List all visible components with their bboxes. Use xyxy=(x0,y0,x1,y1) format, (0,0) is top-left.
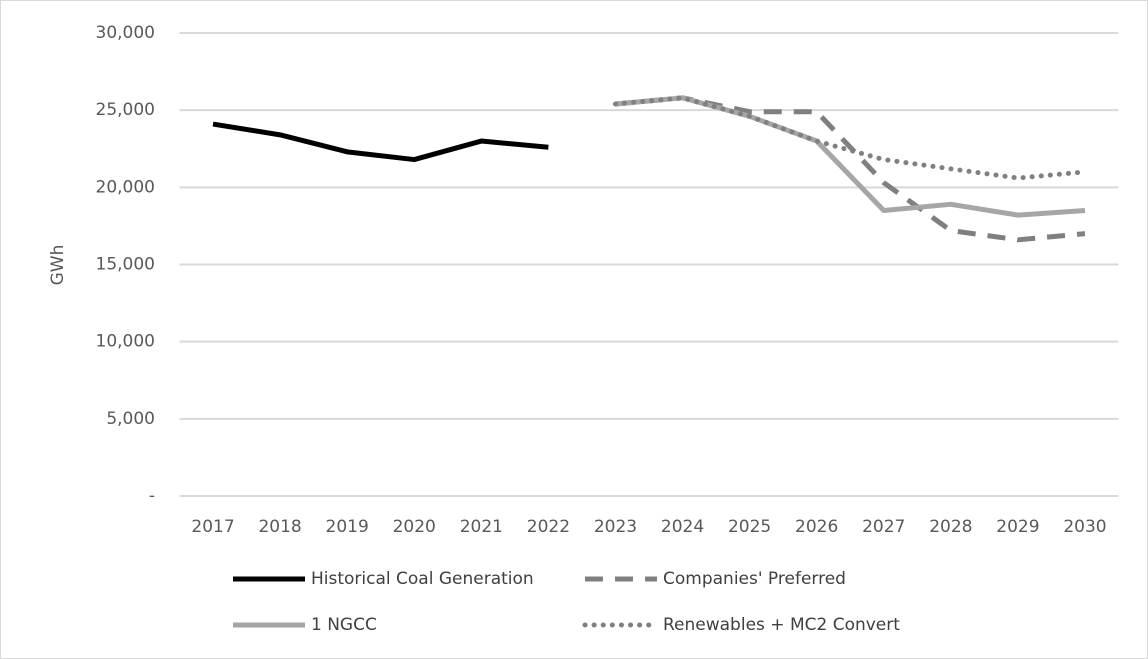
x-tick-label: 2020 xyxy=(393,517,436,537)
x-tick-label: 2017 xyxy=(191,517,234,537)
x-tick-label: 2029 xyxy=(996,517,1039,537)
x-tick-label: 2018 xyxy=(258,517,301,537)
series-line xyxy=(615,95,1086,243)
legend-label: Historical Coal Generation xyxy=(311,569,534,589)
x-tick-label: 2026 xyxy=(795,517,838,537)
x-tick-label: 2025 xyxy=(728,517,771,537)
x-tick-label: 2028 xyxy=(929,517,972,537)
y-tick-label: 30,000 xyxy=(96,23,155,43)
y-tick-label: - xyxy=(149,486,155,506)
legend: Historical Coal Generation Companies' Pre… xyxy=(233,569,900,635)
y-tick-label: 25,000 xyxy=(96,100,155,120)
y-axis-label: GWh xyxy=(48,245,68,286)
y-tick-label: 10,000 xyxy=(96,332,155,352)
legend-label: 1 NGCC xyxy=(311,615,377,635)
series-line xyxy=(212,121,549,163)
y-tick-label: 5,000 xyxy=(106,409,155,429)
x-tick-label: 2021 xyxy=(460,517,503,537)
x-tick-label: 2027 xyxy=(862,517,905,537)
y-tick-label: 20,000 xyxy=(96,177,155,197)
legend-label: Renewables + MC2 Convert xyxy=(663,615,900,635)
x-tick-label: 2023 xyxy=(594,517,637,537)
x-tick-label: 2030 xyxy=(1063,517,1106,537)
series-line xyxy=(615,95,1086,218)
x-tick-label: 2022 xyxy=(527,517,570,537)
legend-label: Companies' Preferred xyxy=(663,569,846,589)
x-tick-label: 2019 xyxy=(326,517,369,537)
series-line xyxy=(612,95,1088,181)
y-tick-label: 15,000 xyxy=(96,255,155,275)
x-tick-label: 2024 xyxy=(661,517,704,537)
